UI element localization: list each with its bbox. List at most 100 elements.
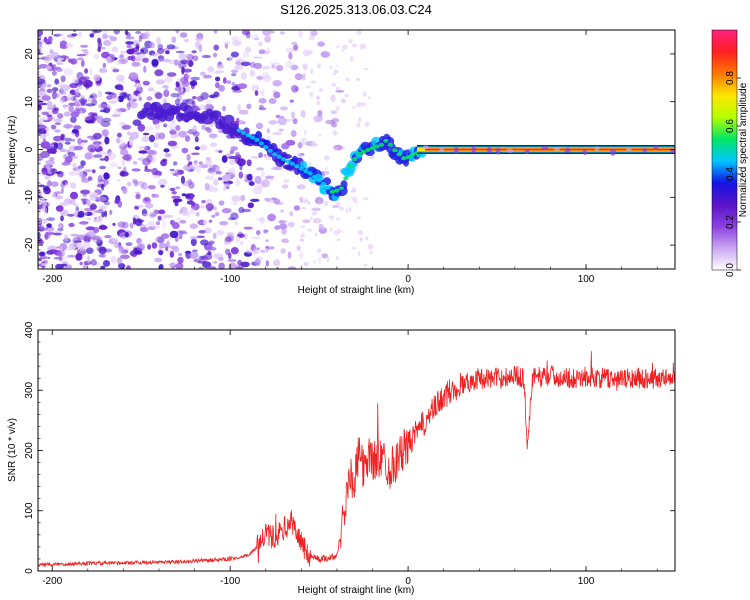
spectrogram-noise-cell [331,82,337,87]
spectrogram-noise-cell [38,227,43,230]
spectrogram-noise-cell [155,221,161,226]
spectrogram-noise-cell [189,208,196,215]
spectrogram-core-cell [280,157,287,162]
spectrogram-noise-cell [44,143,51,149]
spectrogram-noise-cell [154,123,161,130]
spectrogram-core-cell [236,128,242,133]
spectrogram-noise-cell [126,181,132,187]
carrier-sidelobe [642,147,648,153]
spectrogram-noise-cell [75,168,84,176]
spectrogram-core-cell [267,148,273,153]
spectrogram-noise-cell [342,146,346,150]
spectrogram-noise-cell [38,251,46,257]
spectrogram-noise-cell [182,209,189,217]
spectrogram-noise-cell [363,68,369,71]
spectrogram-noise-cell [288,52,293,60]
spectrogram-noise-cell [177,91,183,95]
spectrogram-noise-cell [364,236,369,241]
spectrogram-noise-cell [110,255,117,264]
spectrogram-core-cell [325,185,331,190]
spectrogram-noise-cell [190,76,200,81]
spectrogram-noise-cell [54,78,59,85]
spectrogram-noise-cell [71,247,75,250]
spectrogram-noise-cell [356,216,361,220]
spectrogram-noise-cell [212,232,217,240]
spectrogram-noise-cell [205,156,211,161]
figure-title: S126.2025.313.06.03.C24 [280,2,432,17]
spectrogram-noise-cell [125,41,134,45]
spectrogram-noise-cell [134,205,140,210]
spectrogram-core-cell [312,174,318,179]
spectrogram-noise-cell [331,215,334,222]
spectrogram-noise-cell [110,66,117,69]
spectrogram-noise-cell [226,80,231,84]
spectrogram-noise-cell [40,150,50,159]
spectrogram-noise-cell [235,179,241,187]
spectrogram-ytick-label: -20 [24,237,35,252]
spectrogram-noise-cell [194,146,200,151]
spectrogram-noise-cell [65,43,74,48]
spectrogram-core-cell [338,186,344,191]
spectrogram-noise-cell [154,69,164,77]
spectrogram-noise-cell [153,142,159,148]
spectrogram-noise-cell [67,245,76,251]
snr-xtick-label: 0 [405,576,411,587]
spectrogram-noise-cell [181,193,187,197]
spectrogram-noise-cell [230,212,239,220]
spectrogram-noise-cell [223,186,227,192]
spectrogram-noise-cell [335,90,345,93]
spectrogram-noise-cell [279,31,285,35]
spectrogram-core-cell [321,181,327,186]
spectrogram-noise-cell [117,166,122,170]
spectrogram-noise-cell [163,89,170,98]
spectrogram-noise-cell [275,64,284,72]
spectrogram-noise-cell [104,136,110,145]
spectrogram-noise-cell [271,64,276,69]
spectrogram-noise-cell [115,137,121,144]
spectrogram-noise-cell [273,259,281,267]
spectrogram-noise-cell [142,132,150,136]
spectrogram-noise-cell [66,97,74,101]
spectrogram-noise-cell [44,174,51,180]
spectrogram-noise-cell [125,106,130,112]
spectrogram-noise-cell [225,248,231,256]
spectrogram-noise-cell [141,182,148,190]
spectrogram-noise-cell [103,39,112,47]
spectrogram-core-cell [289,161,295,166]
spectrogram-noise-cell [112,222,116,226]
spectrogram-noise-cell [296,184,306,190]
spectrogram-noise-cell [290,130,297,137]
spectrogram-core-cell [343,176,349,181]
snr-xtick-label: 100 [578,576,595,587]
spectrogram-noise-cell [211,214,216,218]
spectrogram-noise-cell [50,168,56,173]
colorbar-gradient [711,29,738,271]
spectrogram-noise-cell [192,249,198,253]
spectrogram-noise-cell [151,167,159,176]
spectrogram-noise-cell [230,69,239,74]
spectrogram-noise-cell [70,182,77,189]
spectrogram-noise-cell [77,165,84,169]
spectrogram-noise-cell [134,191,141,195]
spectrogram-noise-cell [42,138,47,144]
spectrogram-noise-cell [300,225,306,228]
spectrogram-noise-cell [174,86,182,92]
spectrogram-noise-cell [89,204,98,210]
spectrogram-noise-cell [170,92,180,98]
spectrogram-noise-cell [209,172,217,176]
spectrogram-noise-cell [284,118,294,122]
spectrogram-noise-cell [201,124,206,130]
spectrogram-noise-cell [315,143,318,147]
spectrogram-noise-cell [38,222,42,230]
spectrogram-noise-cell [230,146,238,151]
spectrogram-noise-cell [79,246,86,252]
spectrogram-noise-cell [60,215,64,222]
spectrogram-noise-cell [83,169,93,173]
spectrogram-noise-cell [76,54,86,57]
spectrogram-noise-cell [137,205,144,208]
spectrogram-noise-cell [60,140,66,144]
spectrogram-noise-cell [310,80,317,84]
spectrogram-noise-cell [172,199,180,204]
spectrogram-noise-cell [60,249,65,257]
spectrogram-noise-cell [213,179,219,186]
